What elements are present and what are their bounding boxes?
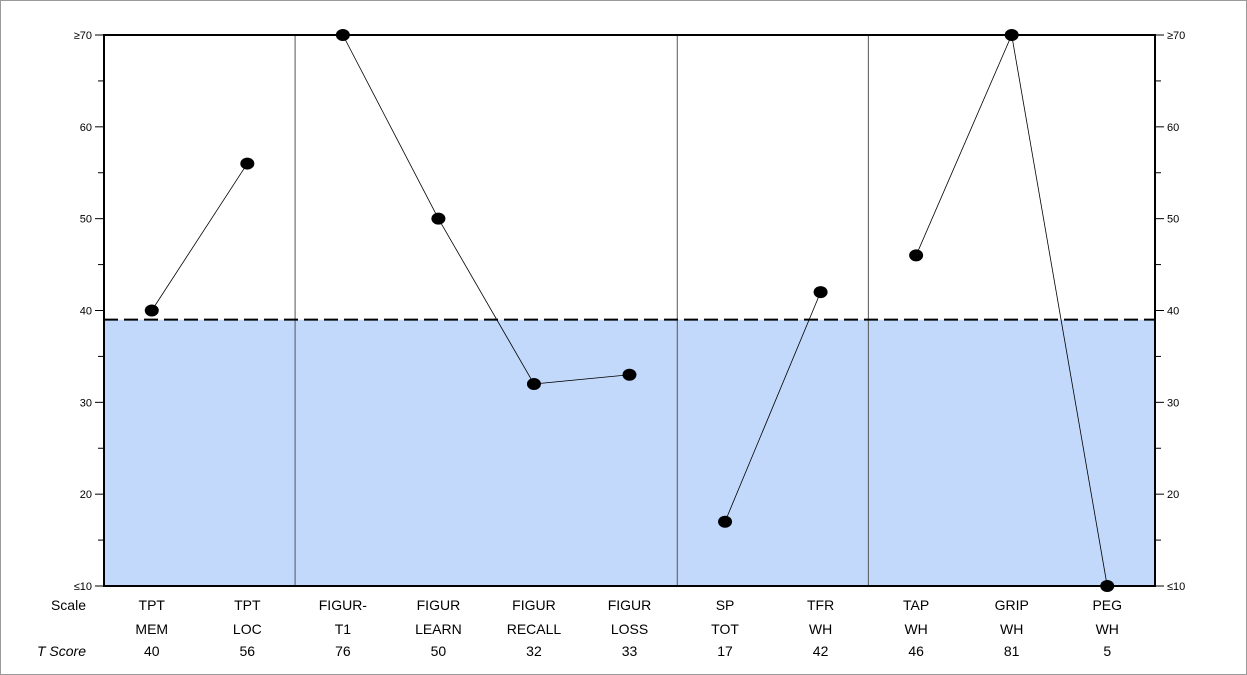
series-segment-6-7 [724, 291, 821, 522]
data-point-8 [909, 249, 924, 262]
y-tick-label-right: 20 [1167, 489, 1179, 501]
y-tick-label-right: ≤10 [1167, 581, 1185, 593]
scale-label-line1: FIGUR- [319, 597, 368, 613]
t-score-value: 42 [813, 643, 829, 659]
scale-label-line1: GRIP [995, 597, 1029, 613]
scale-label-line1: TPT [139, 597, 166, 613]
t-score-value: 56 [240, 643, 256, 659]
series-segment-9-10 [1011, 34, 1108, 587]
scale-label-line1: TFR [807, 597, 834, 613]
scale-label-line2: T1 [335, 621, 352, 637]
y-tick-label-right: ≥70 [1167, 30, 1185, 42]
scale-label-line2: WH [1096, 621, 1119, 637]
y-tick-label-left: 20 [80, 489, 92, 501]
data-point-1 [240, 157, 255, 170]
scale-label-line2: LEARN [415, 621, 462, 637]
scale-label-line2: RECALL [507, 621, 562, 637]
series-segment-8-9 [915, 34, 1013, 256]
data-point-3 [431, 212, 446, 225]
t-score-value: 76 [335, 643, 351, 659]
scale-label-line1: FIGUR [417, 597, 461, 613]
y-tick-label-left: ≥70 [74, 30, 92, 42]
series-segment-2-3 [342, 34, 439, 219]
series-segment-3-4 [438, 218, 535, 385]
data-point-2 [335, 29, 350, 41]
t-score-value: 81 [1004, 643, 1020, 659]
scale-label-line2: WH [904, 621, 927, 637]
data-point-4 [526, 377, 541, 390]
t-score-value: 33 [622, 643, 638, 659]
data-point-9 [1004, 29, 1019, 41]
scale-label-line1: SP [716, 597, 735, 613]
data-point-7 [813, 286, 828, 299]
impaired-band [104, 319, 1155, 586]
scale-label-line1: PEG [1092, 597, 1122, 613]
scale-label-line1: TAP [903, 597, 929, 613]
series-segment-4-5 [533, 374, 630, 385]
scale-row-label: Scale [51, 597, 86, 613]
t-score-value: 17 [717, 643, 733, 659]
scale-label-line2: WH [809, 621, 832, 637]
scale-label-line1: FIGUR [608, 597, 652, 613]
y-tick-label-right: 60 [1167, 122, 1179, 134]
t-score-value: 46 [908, 643, 924, 659]
y-tick-label-left: 50 [80, 214, 92, 226]
y-tick-label-left: 40 [80, 306, 92, 318]
t-score-value: 32 [526, 643, 542, 659]
y-tick-label-left: ≤10 [74, 581, 92, 593]
data-point-0 [144, 304, 159, 317]
scale-label-line2: TOT [711, 621, 739, 637]
y-tick-label-left: 30 [80, 397, 92, 409]
y-tick-label-right: 50 [1167, 214, 1179, 226]
scale-label-line2: MEM [135, 621, 168, 637]
data-point-10 [1100, 580, 1115, 592]
t-score-value: 5 [1103, 643, 1111, 659]
t-score-value: 40 [144, 643, 160, 659]
scale-label-line2: LOSS [611, 621, 648, 637]
y-tick-label-right: 40 [1167, 306, 1179, 318]
t-score-row-label: T Score [37, 643, 86, 659]
t-score-value: 50 [431, 643, 447, 659]
scale-label-line2: LOC [233, 621, 262, 637]
scale-label-line1: TPT [234, 597, 261, 613]
series-segment-0-1 [151, 163, 248, 311]
data-point-6 [718, 515, 733, 528]
scale-label-line1: FIGUR [512, 597, 556, 613]
y-tick-label-left: 60 [80, 122, 92, 134]
scale-label-line2: WH [1000, 621, 1023, 637]
data-point-5 [622, 368, 637, 381]
y-tick-label-right: 30 [1167, 397, 1179, 409]
